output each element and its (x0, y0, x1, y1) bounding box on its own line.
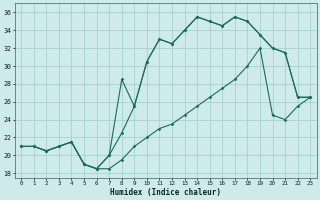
X-axis label: Humidex (Indice chaleur): Humidex (Indice chaleur) (110, 188, 221, 197)
